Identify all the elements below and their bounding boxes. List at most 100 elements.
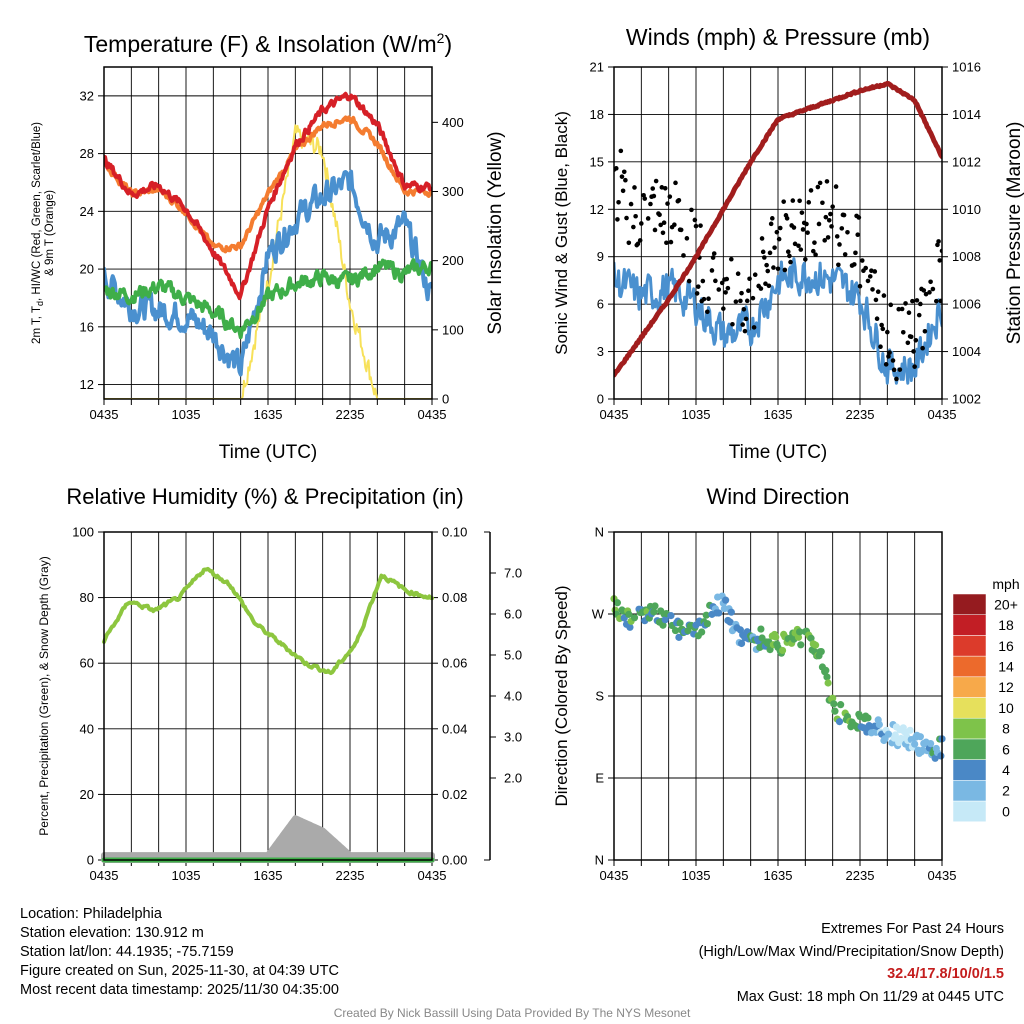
direction-point <box>817 647 825 656</box>
plot-frame <box>613 66 943 400</box>
y-tick-label: 21 <box>590 60 604 75</box>
x-tick-label: 0435 <box>928 868 957 883</box>
y-tick-label: 0 <box>597 392 604 407</box>
series-snow-depth <box>101 815 435 863</box>
direction-point <box>822 666 830 674</box>
gust-point <box>689 207 694 213</box>
gust-point <box>921 288 927 293</box>
gust-point <box>705 309 710 315</box>
latlon-text: Station lat/lon: 44.1935; -75.7159 <box>20 944 234 960</box>
gust-point <box>880 326 886 332</box>
gust-point <box>815 184 821 190</box>
gust-point <box>639 221 644 226</box>
y2-tick-label: 1004 <box>952 344 981 359</box>
gust-point <box>910 298 915 304</box>
y-tick-label: 28 <box>80 146 94 161</box>
gust-point <box>855 232 861 238</box>
gust-point <box>743 316 749 322</box>
y-tick-label: 9 <box>597 249 604 264</box>
gust-point <box>829 224 834 229</box>
direction-point <box>884 730 893 738</box>
gust-point <box>873 297 879 303</box>
gust-point <box>824 179 830 184</box>
gust-point <box>870 287 875 292</box>
gust-point <box>812 240 817 245</box>
gust-point <box>700 278 706 284</box>
direction-point <box>613 599 622 607</box>
extremes-block: Extremes For Past 24 Hours (High/Low/Max… <box>699 918 1004 1008</box>
gust-point <box>735 271 741 277</box>
gust-point <box>784 216 790 221</box>
y-tick-label: N <box>595 525 604 540</box>
x-tick-label: 1035 <box>172 407 201 422</box>
colorbar-label: 18 <box>998 617 1014 633</box>
gust-point <box>912 364 917 369</box>
station-info: Location: Philadelphia Station elevation… <box>20 905 339 1000</box>
recent-data-text: Most recent data timestamp: 2025/11/30 0… <box>20 982 339 998</box>
colorbar-swatch <box>952 635 987 657</box>
x-tick-label: 1035 <box>172 868 201 883</box>
y2-tick-label: 100 <box>442 322 464 337</box>
y-tick-label: 80 <box>80 590 94 605</box>
series-gust <box>614 148 942 382</box>
direction-point <box>837 701 845 709</box>
chart-title-main: Temperature (F) & Insolation (W/m <box>84 31 437 57</box>
y-axis-title-part: 2m T, T <box>31 306 43 344</box>
gust-point <box>916 312 922 318</box>
colorbar-label: 0 <box>1002 803 1010 819</box>
gust-point <box>635 241 641 247</box>
gust-point <box>774 229 780 235</box>
gust-point <box>839 226 845 231</box>
colorbar-label: 12 <box>998 679 1014 695</box>
gust-point <box>830 204 835 209</box>
gust-point <box>633 213 638 219</box>
gust-point <box>719 280 725 286</box>
gust-point <box>885 329 890 335</box>
gust-point <box>787 253 792 259</box>
extremes-subtitle: (High/Low/Max Wind/Precipitation/Snow De… <box>698 943 1004 960</box>
y-tick-label: 12 <box>590 202 604 217</box>
x-tick-label: 1635 <box>764 868 793 883</box>
gust-point <box>695 284 701 289</box>
gust-point <box>796 243 801 249</box>
gust-point <box>852 262 857 267</box>
gust-point <box>820 200 825 206</box>
direction-point <box>794 633 803 641</box>
y-tick-label: 16 <box>80 319 94 334</box>
y2-tick-label: 200 <box>442 253 464 268</box>
max-gust-text: Max Gust: 18 mph On 11/29 at 0445 UTC <box>736 988 1004 1005</box>
colorbar-label: 2 <box>1002 783 1010 799</box>
direction-point <box>659 621 667 629</box>
series-layer <box>104 91 432 399</box>
series-wind-direction <box>610 592 946 762</box>
gust-point <box>806 200 812 205</box>
gust-point <box>841 212 847 218</box>
direction-point <box>667 612 675 620</box>
gust-point <box>938 298 942 304</box>
gust-point <box>888 302 894 308</box>
gust-point <box>878 344 883 350</box>
gust-point <box>804 221 809 227</box>
y-tick-label: 15 <box>590 154 604 169</box>
plot-frame <box>613 531 943 861</box>
y2-tick-label: 1016 <box>952 60 981 75</box>
direction-point <box>807 634 815 642</box>
gust-point <box>879 322 884 328</box>
x-tick-label: 2235 <box>336 407 365 422</box>
gust-point <box>709 268 715 273</box>
y2-tick-label: 0.08 <box>442 590 467 605</box>
direction-point <box>757 625 765 633</box>
gust-point <box>667 194 673 199</box>
gust-point <box>701 296 707 302</box>
gust-point <box>747 276 752 282</box>
direction-point <box>703 620 711 628</box>
gust-point <box>672 222 677 227</box>
x-tick-label: 1635 <box>254 868 283 883</box>
chart-title: Temperature (F) & Insolation (W/m2) <box>84 30 452 57</box>
gust-point <box>693 223 699 229</box>
gust-point <box>653 178 659 184</box>
gust-point <box>620 188 626 194</box>
panel-3: 0435 1035 1635 2235 04350204060801000.000.02… <box>37 484 522 883</box>
gust-point <box>788 259 793 265</box>
snow-tick-label: 7.0 <box>504 566 522 581</box>
